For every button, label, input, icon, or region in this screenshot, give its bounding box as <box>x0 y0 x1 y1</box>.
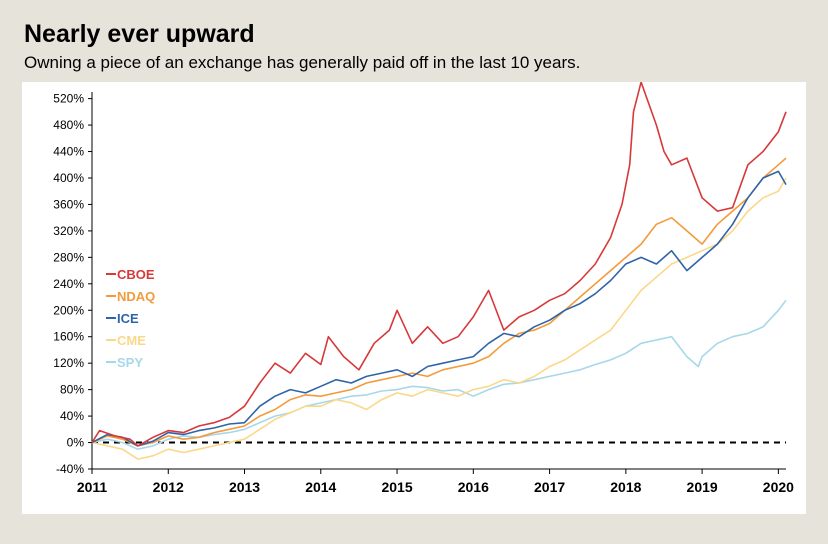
series-line-spy <box>91 299 787 450</box>
x-tick-label: 2016 <box>458 479 489 495</box>
y-tick-label: 40% <box>60 409 84 423</box>
chart-panel: -40% 0% 40% 80% 120% 160% 200% 240% 280% 320% 360%… <box>22 82 806 514</box>
x-tick-label: 2017 <box>534 479 565 495</box>
series-line-cboe <box>91 82 787 447</box>
legend-label-ndaq: NDAQ <box>117 289 155 304</box>
legend-label-cboe: CBOE <box>117 267 155 282</box>
x-tick-label: 2019 <box>687 479 718 495</box>
y-tick-label: 160% <box>53 330 84 344</box>
chart-title: Nearly ever upward <box>24 20 255 48</box>
y-tick-label: 480% <box>53 118 84 132</box>
x-tick-label: 2015 <box>381 479 412 495</box>
x-tick-label: 2011 <box>77 479 108 495</box>
x-tick-label: 2014 <box>305 479 336 495</box>
legend-label-spy: SPY <box>117 355 143 370</box>
x-tick-label: 2020 <box>763 479 794 495</box>
y-tick-label: 400% <box>53 171 84 185</box>
y-tick-label: 240% <box>53 277 84 291</box>
y-tick-label: -40% <box>56 462 84 476</box>
x-tick-label: 2013 <box>229 479 260 495</box>
legend-label-ice: ICE <box>117 311 139 326</box>
legend-label-cme: CME <box>117 333 146 348</box>
y-tick-label: 80% <box>60 383 84 397</box>
y-tick-label: 120% <box>53 356 84 370</box>
y-tick-label: 440% <box>53 145 84 159</box>
y-tick-label: 0% <box>67 436 85 450</box>
series-line-ndaq <box>91 157 787 447</box>
line-chart: -40% 0% 40% 80% 120% 160% 200% 240% 280% 320% 360%… <box>53 82 794 495</box>
chart-subtitle: Owning a piece of an exchange has genera… <box>24 53 581 72</box>
y-tick-label: 360% <box>53 197 84 211</box>
y-tick-label: 520% <box>53 92 84 106</box>
series-line-cme <box>91 177 787 460</box>
y-tick-label: 320% <box>53 224 84 238</box>
x-tick-label: 2012 <box>153 479 184 495</box>
series-line-ice <box>91 170 787 447</box>
y-tick-label: 200% <box>53 303 84 317</box>
x-tick-label: 2018 <box>610 479 641 495</box>
y-tick-label: 280% <box>53 250 84 264</box>
